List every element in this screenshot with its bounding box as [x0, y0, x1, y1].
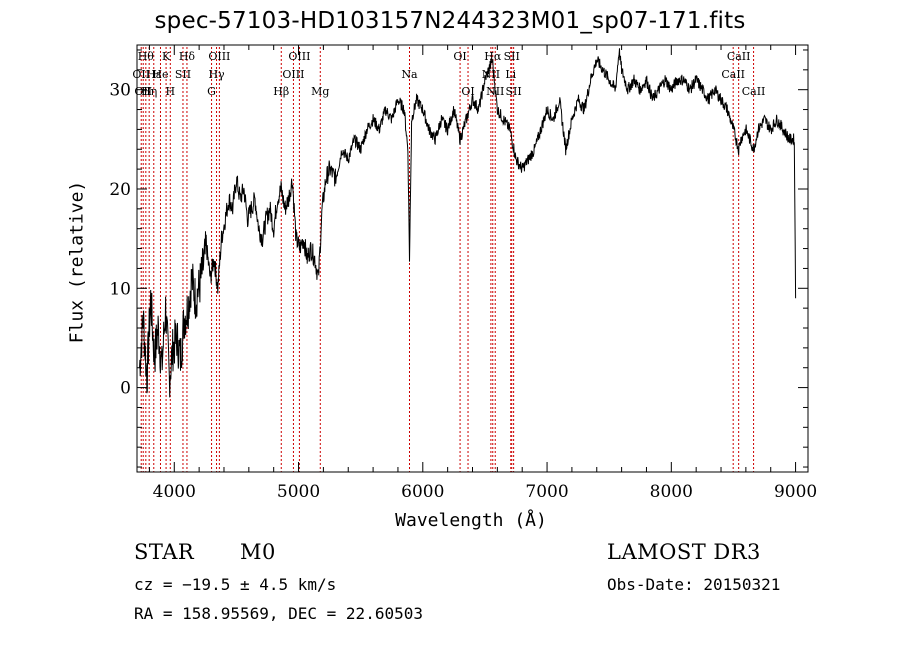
x-tick-label: 8000 — [650, 482, 693, 502]
y-tick-label: 10 — [109, 279, 131, 299]
line-marker-label: SII — [175, 68, 191, 81]
line-marker-label: H — [166, 85, 176, 98]
spectrum-line — [139, 48, 797, 398]
x-tick-label: 9000 — [774, 482, 817, 502]
y-tick-label: 20 — [109, 180, 131, 200]
line-marker-label: OI — [461, 85, 474, 98]
line-marker-label: Li — [505, 68, 516, 81]
line-marker-label: G — [207, 85, 216, 98]
line-marker-label: OIII — [208, 50, 230, 63]
line-marker-label: CaII — [742, 85, 766, 98]
line-marker-label: Hη — [141, 85, 157, 98]
y-axis-label: Flux (relative) — [66, 180, 88, 344]
x-tick-label: 5000 — [277, 482, 320, 502]
line-marker-label: OIII — [288, 50, 310, 63]
line-marker-label: Hθ — [138, 50, 155, 63]
x-axis-label: Wavelength (Å) — [395, 510, 547, 531]
line-marker-label: K — [162, 50, 171, 63]
observation-date: Obs-Date: 20150321 — [607, 575, 781, 594]
survey-name: LAMOST DR3 — [607, 540, 761, 564]
line-marker-label: Hβ — [273, 85, 289, 98]
x-tick-label: 4000 — [153, 482, 196, 502]
line-marker-label: CaII — [727, 50, 751, 63]
x-tick-label: 7000 — [525, 482, 568, 502]
line-marker-label: SII — [506, 85, 522, 98]
plot-frame — [136, 44, 809, 473]
line-marker-label: OIII — [282, 68, 304, 81]
line-marker-label: Hδ — [179, 50, 196, 63]
x-tick-label: 6000 — [401, 482, 444, 502]
redshift-velocity: cz = −19.5 ± 4.5 km/s — [134, 575, 337, 594]
line-marker-label: Hγ — [208, 68, 225, 81]
y-tick-label: 0 — [120, 379, 131, 399]
line-marker-label: CaII — [721, 68, 745, 81]
line-marker-label: Hε — [146, 68, 162, 81]
chart-title: spec-57103-HD103157N244323M01_sp07-171.f… — [154, 8, 746, 34]
coordinates: RA = 158.95569, DEC = 22.60503 — [134, 604, 423, 623]
y-tick-label: 30 — [109, 81, 131, 101]
line-marker-label: OI — [453, 50, 466, 63]
spectral-subclass: M0 — [240, 540, 276, 564]
line-marker-label-group: OIIOIIHθHηHεHeKHSIIHδGHγOIIIHβOIIIOIIIMg… — [132, 50, 765, 98]
line-marker-label: Mg — [311, 85, 329, 98]
line-marker-label: Na — [401, 68, 418, 81]
line-marker-label: SII — [504, 50, 520, 63]
axis-ticks: 4000 5000 6000 7000 8000 9000 0 10 20 30 — [109, 45, 817, 502]
line-marker-group — [140, 47, 755, 472]
line-marker-label: Hα — [484, 50, 502, 63]
object-class: STAR — [134, 540, 195, 564]
line-marker-label: OII — [134, 85, 152, 98]
line-marker-label: He — [152, 68, 168, 81]
